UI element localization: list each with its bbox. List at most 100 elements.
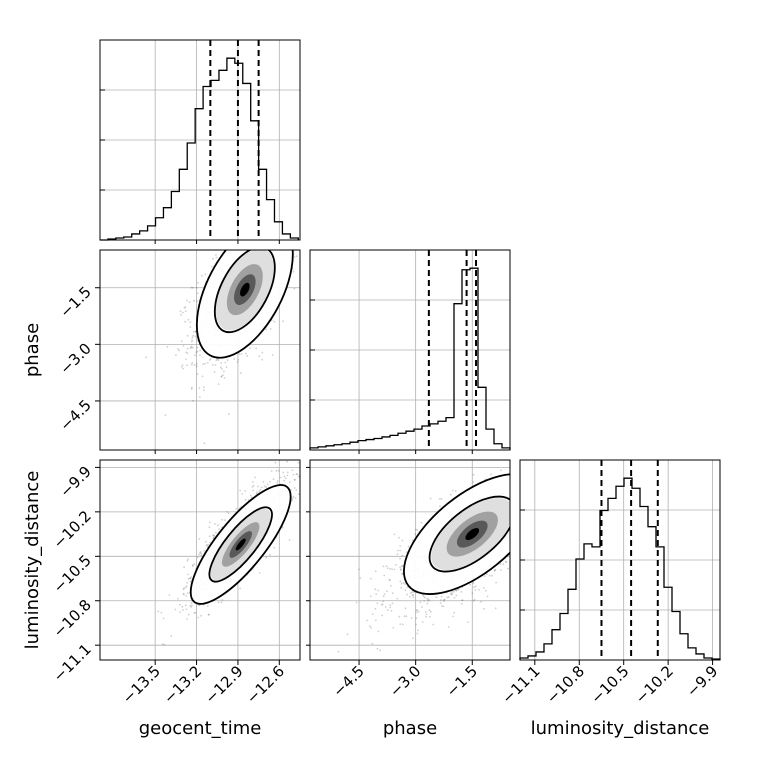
sample-point [224, 519, 226, 521]
scatter-panel-geocent_time-phase [99, 222, 317, 451]
sample-point [196, 300, 198, 303]
sample-point [291, 469, 294, 471]
sample-point [308, 245, 310, 247]
sample-point [285, 456, 287, 458]
sample-point [190, 286, 193, 289]
sample-point [237, 358, 240, 361]
sample-point [415, 617, 418, 620]
contour-line-0 [189, 484, 292, 605]
sample-point [191, 286, 194, 289]
sample-point [182, 345, 185, 347]
sample-point [191, 346, 194, 349]
sample-point [494, 607, 497, 610]
x-tick-label: −13.5 [119, 662, 164, 707]
sample-point [203, 442, 206, 445]
sample-point [295, 255, 298, 258]
sample-point [515, 527, 517, 529]
sample-point [428, 599, 431, 602]
sample-point [212, 534, 214, 536]
x-axis-label: geocent_time [139, 718, 262, 739]
panel-frame [99, 39, 301, 241]
sample-point [235, 246, 237, 248]
sample-point [514, 527, 516, 529]
sample-point [294, 247, 296, 249]
sample-point [255, 492, 258, 495]
sample-point [521, 482, 523, 484]
sample-point [281, 526, 284, 529]
sample-point [179, 310, 182, 312]
sample-point [312, 464, 314, 466]
sample-point [412, 637, 414, 640]
sample-point [186, 560, 189, 562]
sample-point [291, 499, 294, 502]
sample-point [276, 237, 278, 239]
panel-frame [309, 249, 511, 451]
sample-point [390, 585, 392, 587]
sample-point [428, 615, 431, 618]
sample-point [393, 568, 396, 571]
sample-point [275, 233, 277, 235]
sample-point [295, 227, 297, 229]
sample-point [369, 577, 372, 580]
sample-point [527, 496, 529, 498]
sample-point [209, 358, 212, 360]
sample-point [425, 616, 427, 618]
sample-point [195, 365, 198, 368]
sample-point [226, 244, 228, 246]
sample-point [500, 569, 502, 571]
sample-point [244, 234, 246, 236]
sample-point [193, 299, 195, 302]
sample-point [244, 498, 247, 501]
sample-point [265, 328, 267, 331]
sample-point [277, 231, 279, 233]
sample-point [256, 247, 258, 249]
sample-point [197, 616, 200, 619]
sample-point [145, 356, 147, 359]
sample-point [198, 387, 201, 389]
sample-point [454, 490, 457, 492]
sample-point [222, 374, 224, 376]
contour-line-0 [403, 473, 510, 595]
sample-point [292, 270, 295, 273]
sample-point [460, 602, 463, 605]
sample-point [510, 489, 512, 491]
sample-point [266, 483, 269, 486]
sample-point [429, 610, 432, 613]
sample-point [183, 593, 185, 595]
sample-point [485, 573, 488, 576]
sample-point [505, 561, 508, 564]
sample-point [260, 244, 262, 246]
sample-point [525, 506, 527, 508]
sample-point [254, 244, 256, 246]
sample-point [399, 549, 401, 552]
sample-point [252, 484, 255, 487]
sample-point [524, 511, 526, 513]
sample-point [190, 606, 193, 608]
panel-frame [309, 459, 511, 661]
sample-point [491, 574, 493, 577]
sample-point [256, 236, 258, 238]
sample-point [443, 599, 445, 601]
sample-point [411, 594, 414, 597]
x-tick-label: −10.2 [632, 662, 677, 707]
sample-point [214, 364, 217, 366]
sample-point [263, 248, 265, 250]
x-tick-label: −3.0 [386, 662, 424, 700]
sample-point [180, 314, 182, 316]
sample-point [472, 481, 475, 483]
sample-point [205, 544, 208, 547]
sample-point [400, 582, 403, 585]
sample-point [271, 354, 274, 356]
sample-point [539, 512, 541, 514]
sample-point [244, 246, 246, 248]
sample-point [164, 414, 167, 416]
sample-point [403, 615, 406, 618]
sample-point [315, 222, 317, 224]
sample-point [389, 604, 392, 606]
sample-point [386, 567, 389, 569]
sample-point [195, 351, 198, 354]
sample-point [273, 248, 275, 250]
x-axis-label: phase [383, 718, 437, 739]
sample-point [526, 537, 528, 539]
sample-point [186, 347, 189, 350]
